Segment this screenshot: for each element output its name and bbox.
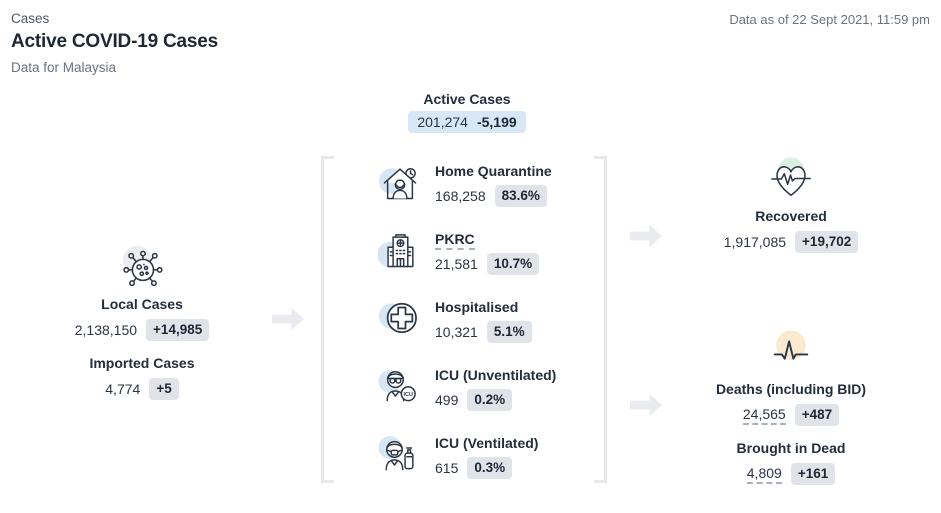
imported-cases-value: 4,774 (105, 381, 141, 397)
icu-unventilated-icon: ICU (378, 364, 422, 408)
breakdown-value: 615 (435, 460, 459, 476)
flow-arrow-icon (272, 305, 305, 333)
breakdown-pct-badge: 10.7% (486, 253, 540, 275)
recovered-value: 1,917,085 (723, 234, 787, 250)
breakdown-pct-badge: 0.3% (467, 457, 513, 479)
pkrc-icon (377, 228, 422, 272)
breakdown-value: 168,258 (435, 188, 486, 204)
home-quarantine-icon (378, 160, 422, 204)
breakdown-value: 10,321 (435, 324, 478, 340)
breakdown-label: Home Quarantine (435, 163, 552, 179)
icu-ventilated-icon (378, 432, 422, 476)
brought-in-dead-delta-badge: +161 (790, 463, 836, 485)
breakdown-row-pkrc: PKRC 21,581 10.7% (377, 228, 618, 275)
breakdown-label[interactable]: PKRC (435, 231, 475, 250)
breakdown-value: 21,581 (435, 256, 478, 272)
breakdown-row-icu-unventilated: ICU ICU (Unventilated) 499 0.2% (378, 364, 618, 411)
breakdown-label: ICU (Unventilated) (435, 367, 557, 383)
deaths-label: Deaths (including BID) (715, 381, 867, 397)
local-cases-label: Local Cases (101, 296, 183, 312)
svg-text:ICU: ICU (404, 392, 414, 398)
deaths-delta-badge: +487 (794, 404, 840, 426)
brought-in-dead-label: Brought in Dead (736, 440, 846, 456)
breakdown-row-icu-ventilated: ICU (Ventilated) 615 0.3% (378, 432, 618, 479)
recovered-delta-badge: +19,702 (795, 231, 859, 253)
recovered-group: Recovered 1,917,085 +19,702 (691, 156, 891, 253)
breadcrumb[interactable]: Cases (11, 11, 50, 26)
breakdown-pct-badge: 0.2% (467, 389, 513, 411)
active-cases-pill: 201,274 -5,199 (408, 111, 526, 133)
breakdown-label: Hospitalised (435, 299, 519, 315)
breakdown-pct-badge: 83.6% (494, 185, 547, 207)
active-cases-value: 201,274 (417, 114, 468, 130)
bracket-left (321, 156, 334, 483)
recovered-label: Recovered (755, 208, 827, 224)
breakdown-row-home-quarantine: Home Quarantine 168,258 83.6% (378, 160, 618, 207)
cases-source-group: Local Cases 2,138,150 +14,985 Imported C… (42, 244, 242, 400)
deaths-group: Deaths (including BID) 24,565 +487 Broug… (691, 329, 891, 485)
imported-cases-delta-badge: +5 (149, 378, 179, 400)
active-cases-delta: -5,199 (476, 114, 517, 130)
flow-arrow-icon (630, 222, 663, 250)
page-title: Active COVID-19 Cases (11, 31, 219, 52)
page-subtitle: Data for Malaysia (11, 60, 117, 75)
data-as-of-timestamp: Data as of 22 Sept 2021, 11:59 pm (729, 12, 930, 27)
deaths-value[interactable]: 24,565 (742, 406, 786, 425)
imported-cases-label: Imported Cases (89, 355, 195, 371)
brought-in-dead-value[interactable]: 4,809 (746, 465, 782, 484)
active-cases-label: Active Cases (423, 91, 511, 107)
breakdown-row-hospitalised: Hospitalised 10,321 5.1% (378, 296, 618, 343)
hospital-icon (378, 296, 422, 340)
breakdown-pct-badge: 5.1% (486, 321, 532, 343)
local-cases-delta-badge: +14,985 (146, 319, 210, 341)
heart-pulse-icon (768, 156, 814, 202)
bracket-right (594, 156, 607, 483)
local-cases-value: 2,138,150 (74, 322, 138, 338)
flow-arrow-icon (630, 391, 663, 419)
ecg-pulse-icon (768, 329, 814, 375)
breakdown-label: ICU (Ventilated) (435, 435, 539, 451)
virus-icon (119, 244, 165, 290)
breakdown-value: 499 (435, 392, 459, 408)
